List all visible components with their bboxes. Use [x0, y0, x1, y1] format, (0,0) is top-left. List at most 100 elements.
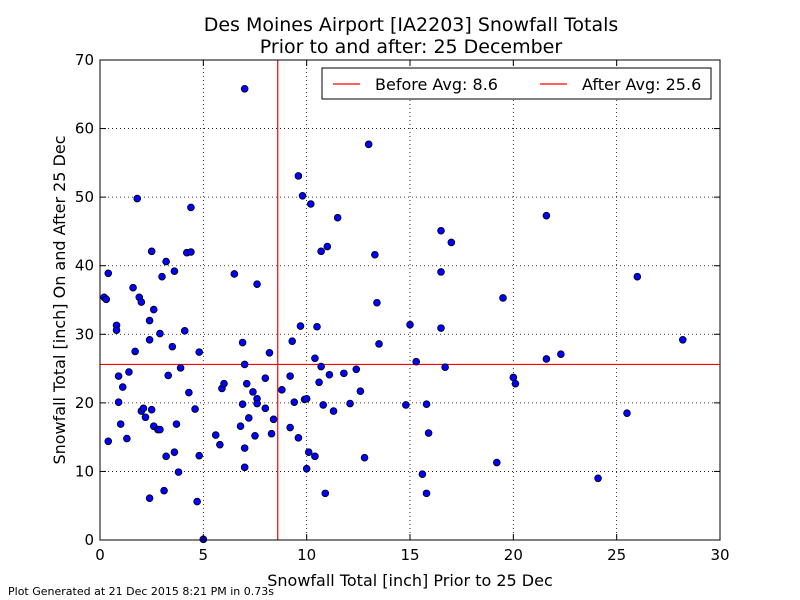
data-point — [557, 350, 565, 358]
data-point — [160, 486, 168, 495]
y-tick-label: 30 — [75, 325, 94, 343]
y-tick-label: 60 — [75, 120, 94, 138]
data-point — [265, 348, 274, 357]
data-point — [323, 242, 332, 251]
data-point — [238, 338, 247, 347]
data-point — [147, 405, 156, 414]
data-point — [180, 327, 189, 335]
data-point — [422, 489, 431, 498]
data-point — [447, 238, 456, 247]
data-point — [269, 415, 278, 424]
data-point — [220, 379, 228, 388]
data-point — [176, 364, 185, 372]
x-tick-label: 20 — [504, 546, 523, 564]
data-point — [437, 324, 445, 332]
data-point — [170, 267, 179, 276]
x-tick-label: 10 — [297, 546, 316, 564]
data-point — [325, 370, 334, 379]
data-point — [542, 211, 551, 220]
data-point — [114, 372, 123, 380]
y-tick-label: 50 — [75, 188, 94, 206]
data-point — [360, 453, 369, 462]
data-point — [418, 470, 427, 478]
data-point — [174, 468, 183, 476]
legend: Before Avg: 8.6 After Avg: 25.6 — [321, 67, 712, 100]
data-point — [141, 413, 150, 422]
data-point — [333, 213, 342, 222]
x-tick-label: 5 — [199, 546, 209, 564]
data-point — [319, 401, 328, 409]
data-point — [102, 295, 110, 304]
data-point — [125, 368, 133, 376]
data-point — [131, 347, 139, 356]
data-point — [162, 257, 170, 266]
data-point — [236, 422, 245, 430]
data-point — [137, 298, 146, 306]
data-points — [100, 85, 687, 544]
data-point — [193, 497, 201, 506]
x-axis-ticks: 0 5 10 15 20 25 30 — [95, 60, 730, 564]
data-point — [139, 404, 148, 413]
data-point — [302, 394, 311, 403]
data-point — [123, 434, 131, 443]
data-point — [296, 322, 305, 330]
data-point — [373, 298, 381, 307]
data-point — [311, 452, 319, 461]
data-point — [187, 248, 195, 256]
data-point — [114, 398, 123, 406]
data-point — [499, 294, 507, 302]
data-point — [145, 316, 154, 325]
data-point — [633, 272, 642, 281]
data-point — [195, 348, 204, 356]
data-point — [594, 474, 602, 483]
data-point — [133, 194, 142, 203]
data-point — [492, 458, 501, 467]
data-point — [340, 369, 348, 378]
data-point — [346, 399, 354, 408]
data-point — [298, 191, 307, 200]
data-point — [164, 371, 173, 380]
y-axis-ticks: 0 10 20 30 40 50 60 70 — [75, 51, 720, 549]
data-point — [242, 379, 251, 388]
data-point — [509, 373, 518, 382]
data-point — [375, 340, 383, 348]
legend-label-before: Before Avg: 8.6 — [375, 75, 498, 94]
data-point — [286, 423, 294, 432]
data-point — [542, 355, 551, 363]
data-point — [364, 140, 373, 149]
data-point — [170, 448, 179, 457]
data-point — [290, 398, 299, 406]
data-point — [329, 407, 338, 415]
chart-subtitle: Prior to and after: 25 December — [260, 36, 563, 58]
data-point — [422, 400, 431, 409]
data-point — [253, 280, 261, 289]
data-point — [294, 434, 303, 442]
data-point — [302, 464, 311, 473]
data-point — [187, 203, 195, 212]
data-point — [267, 429, 276, 438]
legend-box — [321, 67, 712, 100]
data-point — [238, 400, 247, 409]
x-tick-label: 0 — [95, 546, 105, 564]
data-point — [230, 270, 239, 278]
chart-title: Des Moines Airport [IA2203] Snowfall Tot… — [204, 14, 619, 36]
data-point — [678, 335, 687, 344]
data-point — [253, 399, 261, 408]
data-point — [313, 322, 321, 331]
data-point — [311, 354, 319, 363]
data-point — [288, 337, 297, 345]
data-point — [104, 269, 113, 278]
legend-label-after: After Avg: 25.6 — [582, 75, 701, 94]
footnote: Plot Generated at 21 Dec 2015 8:21 PM in… — [8, 585, 274, 598]
data-point — [441, 363, 449, 372]
data-point — [251, 431, 259, 440]
data-point — [261, 374, 270, 382]
data-point — [371, 250, 379, 259]
data-point — [406, 320, 414, 329]
y-tick-label: 40 — [75, 257, 94, 275]
data-point — [249, 388, 257, 396]
data-point — [437, 226, 445, 235]
data-point — [185, 388, 193, 397]
data-point — [216, 440, 224, 449]
